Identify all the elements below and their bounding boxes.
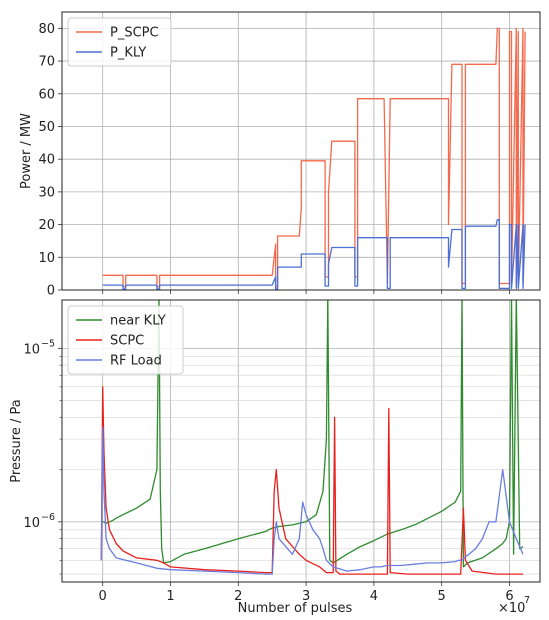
y-tick-label: 10 xyxy=(23,342,40,357)
legend-label: SCPC xyxy=(110,334,144,349)
x-axis-label: Number of pulses xyxy=(238,601,353,616)
y-tick-label: 30 xyxy=(38,185,55,200)
x-tick-label: 5 xyxy=(438,589,446,604)
y-tick-label: 70 xyxy=(38,55,55,70)
y-tick-exponent: −6 xyxy=(41,512,55,523)
legend-label: P_SCPC xyxy=(110,26,159,41)
series-line-p-kly xyxy=(102,219,526,290)
power-panel: 0 10 20 30 40 50 60 70 80 Power / MW P_SCPC P_KLY xyxy=(19,11,541,299)
y-tick-label: 60 xyxy=(38,87,55,102)
legend-label: P_KLY xyxy=(110,46,146,61)
x-offset-exponent: 7 xyxy=(524,595,530,606)
plot-frame xyxy=(61,299,541,583)
x-tick-label: 4 xyxy=(370,589,378,604)
x-tick-label: 0 xyxy=(99,589,107,604)
series-line-near-kly xyxy=(102,300,524,568)
y-tick-label: 20 xyxy=(38,218,55,233)
legend-box xyxy=(67,17,172,67)
y-tick-exponent: −5 xyxy=(41,338,55,349)
y-tick-label: 10 xyxy=(23,516,40,531)
y-axis-label: Power / MW xyxy=(19,113,34,189)
y-tick-label: 40 xyxy=(38,153,55,168)
legend-label: near KLY xyxy=(110,314,166,329)
y-tick-label: 10 xyxy=(38,251,55,266)
y-axis-label: Pressure / Pa xyxy=(9,399,24,482)
y-tick-label: 50 xyxy=(38,120,55,135)
y-tick-label: 0 xyxy=(47,284,55,299)
series-line-rf-load xyxy=(100,426,524,575)
x-tick-label: 2 xyxy=(234,589,242,604)
plot-frame xyxy=(61,11,541,291)
legend-label: RF Load xyxy=(110,354,162,369)
x-offset-text: ×10 xyxy=(498,601,525,616)
x-tick-label: 6 xyxy=(505,589,513,604)
series-line-scpc xyxy=(100,386,523,575)
x-tick-label: 1 xyxy=(166,589,174,604)
x-tick-label: 3 xyxy=(302,589,310,604)
y-tick-label: 80 xyxy=(38,22,55,37)
legend-box xyxy=(67,305,184,375)
